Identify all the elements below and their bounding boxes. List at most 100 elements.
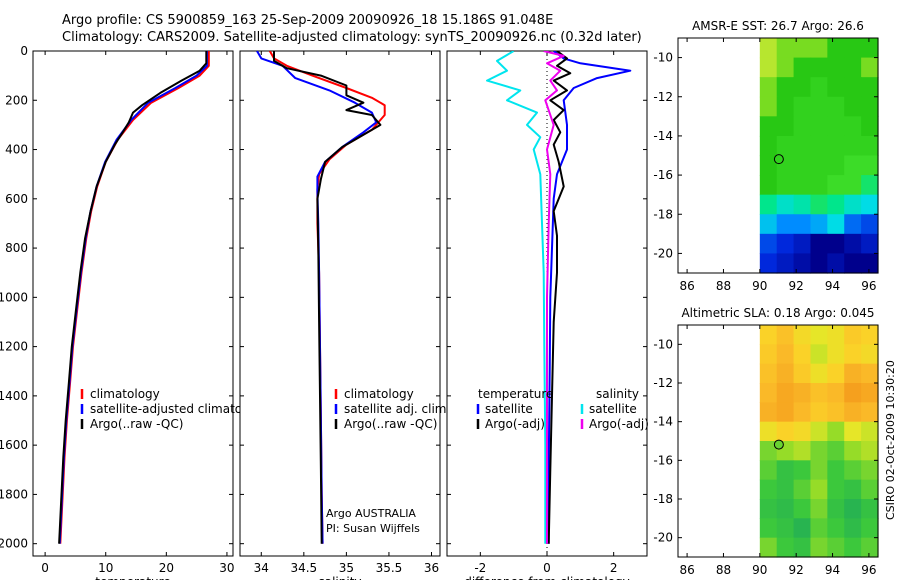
map-cell xyxy=(844,421,862,442)
legend-label: satellite adj. clim. xyxy=(344,402,450,416)
y-tick-label: 400 xyxy=(5,143,28,157)
map-cell xyxy=(810,363,828,384)
map-cell xyxy=(793,344,812,365)
map-cell xyxy=(861,518,879,539)
y-tick-label: 1000 xyxy=(0,290,28,304)
x-tick-label: 90 xyxy=(752,279,767,293)
map-cell xyxy=(810,537,828,558)
legend-label: climatology xyxy=(90,387,160,401)
map-cell xyxy=(844,383,862,403)
legend-label: Argo(-adj) xyxy=(485,417,545,431)
map-cell xyxy=(793,96,812,117)
x-tick-label: 2 xyxy=(610,561,618,575)
map-cell xyxy=(861,57,879,78)
figure-title-line1: Argo profile: CS 5900859_163 25-Sep-2009… xyxy=(62,13,554,28)
x-tick-label: 34 xyxy=(254,561,269,575)
series-line-argo-raw-qc- xyxy=(58,51,208,544)
map-cell xyxy=(793,38,812,59)
x-tick-label: 10 xyxy=(98,561,113,575)
map-cell xyxy=(793,499,812,519)
x-tick-label: 35.5 xyxy=(376,561,403,575)
map-cell xyxy=(776,96,795,117)
map-cell xyxy=(793,194,812,215)
map-cell xyxy=(861,194,879,215)
map-frame xyxy=(677,37,879,274)
y-tick-label: 200 xyxy=(5,93,28,107)
map-cell xyxy=(844,460,862,481)
map-cell xyxy=(861,460,879,481)
map-cell xyxy=(759,175,778,196)
map-cell xyxy=(759,233,778,255)
map-cell xyxy=(776,402,795,423)
map-cell xyxy=(827,116,845,137)
map-cell xyxy=(776,460,795,481)
y-tick-label: 600 xyxy=(5,192,28,206)
temperature-panel: 0 200 400 600 800 1000 1200 1400 1600 1800 2000 0 10… xyxy=(0,44,260,580)
legend-label: climatology xyxy=(344,387,414,401)
map-cell xyxy=(827,441,845,461)
map-cell xyxy=(861,383,879,403)
map-cell xyxy=(759,441,778,461)
map-cell xyxy=(861,96,879,117)
y-tick-label: -18 xyxy=(653,492,673,506)
map-cell xyxy=(827,402,845,423)
map-cell xyxy=(827,194,845,215)
map-cell xyxy=(759,194,778,215)
map-cell xyxy=(759,344,778,365)
y-tick-label: 1400 xyxy=(0,389,28,403)
map-cell xyxy=(827,233,845,255)
map-cell xyxy=(810,460,828,481)
map-cell xyxy=(861,344,879,365)
map-cell xyxy=(810,421,828,442)
y-tick-label: -20 xyxy=(653,246,673,260)
map-cell xyxy=(844,38,862,59)
map-cell xyxy=(844,214,862,235)
map-cell xyxy=(793,135,812,157)
map-cell xyxy=(759,363,778,384)
map-cell xyxy=(793,441,812,461)
map-cell xyxy=(776,214,795,235)
map-cell xyxy=(793,479,812,500)
map-cell xyxy=(827,537,845,558)
map-cell xyxy=(844,77,862,98)
y-tick-label: -12 xyxy=(653,376,673,390)
y-tick-label: -16 xyxy=(653,168,673,182)
map-cell xyxy=(759,214,778,235)
map-cell xyxy=(844,344,862,365)
map-cell xyxy=(793,214,812,235)
x-tick-label: 94 xyxy=(825,279,840,293)
map-cell xyxy=(844,155,862,176)
map-cell xyxy=(776,233,795,255)
map-cell xyxy=(759,402,778,423)
y-tick-label: -10 xyxy=(653,337,673,351)
map-cell xyxy=(827,499,845,519)
map-cell xyxy=(759,155,778,176)
legend-label: satellite xyxy=(589,402,637,416)
y-tick-label: -16 xyxy=(653,453,673,467)
x-tick-label: 88 xyxy=(716,279,731,293)
map-cell xyxy=(776,363,795,384)
series-group xyxy=(256,51,386,544)
map-cell xyxy=(827,38,845,59)
map-cell xyxy=(810,214,828,235)
sst-map: -10 -12 -14 -16 -18 -20 86 88 90 92 94 96 AMSR-E SST… xyxy=(653,19,879,293)
map-cell xyxy=(844,175,862,196)
x-tick-label: 92 xyxy=(789,563,804,577)
x-axis-label: difference from climatology xyxy=(464,575,630,580)
map-frame xyxy=(677,324,879,558)
map-cell xyxy=(776,325,795,345)
y-tick-label: -18 xyxy=(653,207,673,221)
map-cell xyxy=(810,116,828,137)
map-title: Altimetric SLA: 0.18 Argo: 0.045 xyxy=(681,306,874,320)
map-cell xyxy=(861,253,879,274)
map-cell xyxy=(827,96,845,117)
map-cell xyxy=(827,135,845,157)
map-cell xyxy=(810,518,828,539)
y-tick-label: -10 xyxy=(653,51,673,65)
map-cell xyxy=(793,253,812,274)
map-cell xyxy=(827,214,845,235)
map-title: AMSR-E SST: 26.7 Argo: 26.6 xyxy=(692,19,864,33)
map-cell xyxy=(810,96,828,117)
map-cell xyxy=(759,96,778,117)
